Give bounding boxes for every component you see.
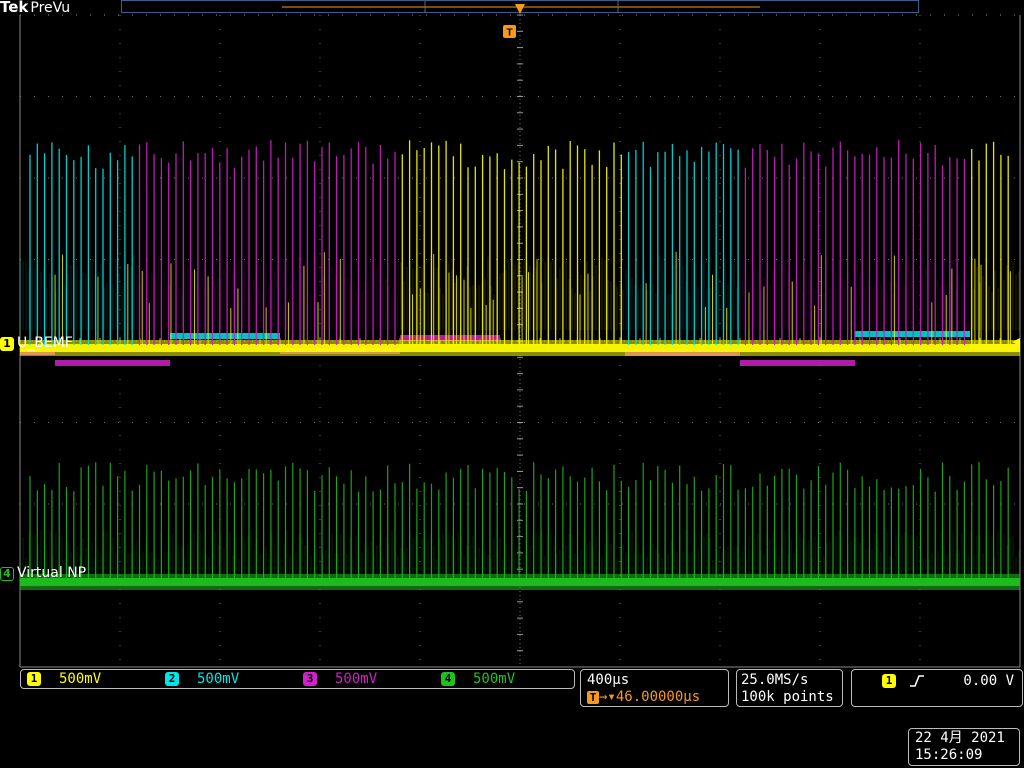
trigger-delay-icon: T: [587, 691, 599, 704]
ch1-label-marker[interactable]: 1 U_BEMF: [0, 335, 73, 351]
vertical-scale-readout[interactable]: 1 500mV 2 500mV 3 500mV 4 500mV: [20, 669, 575, 689]
ch2-scale-value: 500mV: [197, 671, 240, 687]
ch4-label-marker[interactable]: 4 Virtual NP: [0, 565, 86, 581]
ch4-scale[interactable]: 4 500mV: [435, 671, 573, 687]
ch1-badge: 1: [0, 337, 14, 351]
ch3-scale-badge: 3: [303, 672, 317, 686]
delay-value: 46.00000µs: [615, 689, 701, 705]
ch1-scale[interactable]: 1 500mV: [21, 671, 159, 687]
trigger-level: 0.00 V: [963, 673, 1014, 689]
trigger-readout[interactable]: 1 0.00 V: [851, 669, 1023, 707]
delay-prefix: →▾: [599, 689, 616, 705]
acquisition-readout[interactable]: 25.0MS/s 100k points: [736, 669, 843, 707]
ch1-scale-value: 500mV: [59, 671, 102, 687]
ch2-scale-badge: 2: [165, 672, 179, 686]
acquisition-mode: PreVu: [30, 0, 71, 16]
ch2-scale[interactable]: 2 500mV: [159, 671, 297, 687]
ch4-label-text: Virtual NP: [17, 565, 87, 581]
date: 22 4月 2021: [915, 730, 1005, 746]
ch1-label-text: U_BEMF: [17, 335, 73, 351]
record-length: 100k points: [741, 689, 834, 705]
waveforms: [19, 140, 1020, 590]
trigger-position-marker[interactable]: T: [503, 4, 1020, 346]
brand-name: Tek: [0, 0, 29, 16]
horizontal-readout[interactable]: 400µs T →▾46.00000µs: [580, 669, 729, 707]
time-per-div: 400µs: [587, 672, 630, 688]
trigger-delay: T →▾46.00000µs: [587, 689, 722, 706]
time: 15:26:09: [915, 747, 983, 763]
svg-text:T: T: [506, 28, 512, 39]
trigger-source-badge: 1: [882, 674, 896, 688]
ch4-badge: 4: [0, 567, 14, 581]
ch4-scale-value: 500mV: [473, 671, 516, 687]
rising-edge-icon: [910, 675, 924, 687]
sample-rate: 25.0MS/s: [741, 672, 809, 688]
brand-logo: Tek PreVu: [0, 0, 70, 16]
ch4-scale-badge: 4: [441, 672, 455, 686]
date-time-readout: 22 4月 2021 15:26:09: [908, 728, 1020, 766]
ch3-scale-value: 500mV: [335, 671, 378, 687]
ch1-scale-badge: 1: [27, 672, 41, 686]
ch3-scale[interactable]: 3 500mV: [297, 671, 435, 687]
